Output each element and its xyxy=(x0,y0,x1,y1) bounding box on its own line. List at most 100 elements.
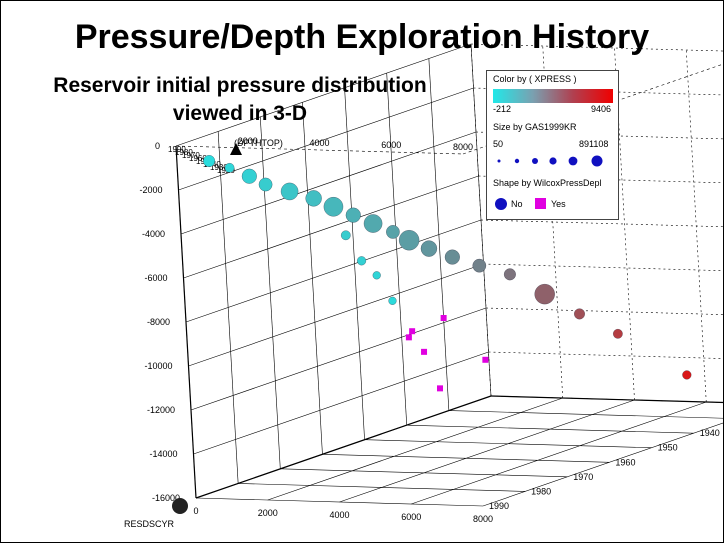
right-wall-grid-line xyxy=(483,263,724,272)
floor-grid-line xyxy=(339,399,635,503)
legend-shape-yes: Yes xyxy=(551,199,566,209)
z-axis-line xyxy=(490,395,724,404)
legend: Color by ( XPRESS ) -212 9406 Size by GA… xyxy=(486,70,619,220)
right-wall-grid-line xyxy=(542,45,564,399)
legend-shape-no: No xyxy=(511,199,523,209)
size-dot-1 xyxy=(497,159,501,163)
data-point xyxy=(241,168,257,184)
left-wall-grid-line xyxy=(344,87,365,440)
data-point xyxy=(345,207,361,223)
y-tick-label: -2000 xyxy=(139,185,162,195)
x-tick-label-left: 1990 xyxy=(168,145,186,154)
y-tick-label: -6000 xyxy=(144,273,167,283)
right-wall-grid-line xyxy=(470,43,492,397)
data-point xyxy=(534,283,555,305)
legend-shape-title: Shape by WilcoxPressDepl xyxy=(493,178,602,188)
z-tick-label-bottom: 0 xyxy=(193,506,198,516)
y-axis-arrow xyxy=(230,143,242,155)
floor-grid-line xyxy=(322,453,610,463)
data-point xyxy=(357,256,367,266)
right-wall-grid-line xyxy=(480,219,724,228)
data-point-yes xyxy=(482,356,489,363)
page-title: Pressure/Depth Exploration History xyxy=(74,18,650,56)
legend-size-dots xyxy=(497,155,603,167)
shape-no-icon xyxy=(495,198,507,210)
floor-grid-line xyxy=(238,483,526,492)
x-tick-label-left: 1930 xyxy=(210,163,228,172)
color-scale-bar xyxy=(493,89,613,103)
left-wall-grid-line xyxy=(217,131,239,484)
left-wall-grid-line xyxy=(428,58,450,411)
data-point-yes xyxy=(421,348,428,355)
data-point xyxy=(420,240,438,257)
floor-grid-line xyxy=(482,422,724,507)
y-axis-title: (DPTHTOP) xyxy=(234,138,283,148)
floor-grid-line xyxy=(448,410,724,419)
x-tick-label-left: 1970 xyxy=(182,151,200,160)
data-point xyxy=(258,177,273,192)
data-point-yes xyxy=(405,334,412,341)
axis-labels: (DPTHTOP)RESDSCYRXPRESS ) xyxy=(124,138,283,529)
right-wall-grid-line xyxy=(685,49,707,403)
y-tick-label: -10000 xyxy=(144,361,172,371)
size-dot-5 xyxy=(568,156,578,166)
x-tick-label: 1970 xyxy=(573,472,593,482)
left-wall-grid-line xyxy=(302,102,323,455)
right-wall-grid-line xyxy=(614,47,635,401)
size-dot-6 xyxy=(591,155,603,167)
subtitle-line-1: Reservoir initial pressure distribution xyxy=(53,74,427,97)
legend-shape-icons xyxy=(495,198,546,210)
floor-grid-line xyxy=(406,424,694,434)
size-dot-4 xyxy=(549,157,557,165)
left-wall-grid-line xyxy=(386,73,408,426)
x-tick-label: 1950 xyxy=(658,443,678,453)
x-tick-label-left: 1960 xyxy=(189,154,207,163)
data-point xyxy=(472,258,487,273)
data-point xyxy=(682,370,692,380)
floor-grid-line xyxy=(195,497,484,507)
y-tick-label: -14000 xyxy=(149,449,177,459)
z-tick-label-bottom: 8000 xyxy=(473,514,493,524)
left-wall-grid-line xyxy=(180,131,477,235)
left-wall-grid-line xyxy=(188,263,484,367)
data-point xyxy=(305,190,322,207)
data-point xyxy=(388,296,397,305)
y-tick-label: 0 xyxy=(155,141,160,151)
x-tick-label-left: 1980 xyxy=(175,148,193,157)
data-point xyxy=(503,268,516,281)
data-point xyxy=(363,214,383,233)
x-tick-label: 1960 xyxy=(615,457,635,467)
z-tick-label-top: 4000 xyxy=(309,138,329,148)
y-tick-label: -12000 xyxy=(147,405,175,415)
data-point-yes xyxy=(409,328,416,335)
legend-size-min: 50 xyxy=(493,139,504,149)
z-tick-label-top: 8000 xyxy=(453,142,473,152)
legend-size-max: 891108 xyxy=(579,139,609,149)
z-tick-label-bottom: 2000 xyxy=(258,508,278,518)
legend-color-min: -212 xyxy=(493,104,512,114)
left-wall-grid-line xyxy=(259,116,281,469)
z-tick-label-top: 2000 xyxy=(238,136,258,146)
legend-color-max: 9406 xyxy=(591,104,612,114)
right-wall-grid-line xyxy=(488,351,724,359)
floor-grid-line xyxy=(411,401,707,505)
floor-grid-line xyxy=(280,468,568,478)
data-point-yes xyxy=(440,315,447,321)
left-wall-grid-line xyxy=(193,351,489,455)
floor-grid-line xyxy=(364,439,652,449)
left-wall-grid-line xyxy=(178,87,474,191)
data-point xyxy=(386,225,400,239)
left-wall-grid-line xyxy=(190,307,487,411)
axis-ticks: 0 -2000 -4000 -6000 -8000 -10000 -12000 -14000 -… xyxy=(139,136,719,524)
left-wall-grid-line xyxy=(175,43,472,147)
y-tick-label: -8000 xyxy=(147,317,170,327)
x-tick-label: 1980 xyxy=(531,486,551,496)
data-point xyxy=(280,182,299,201)
plot-grid xyxy=(175,43,724,507)
left-wall-grid-line xyxy=(183,175,479,279)
left-wall-grid-line xyxy=(185,219,482,323)
x-tick-label: 1990 xyxy=(489,501,509,511)
z-tick-label-bottom: 6000 xyxy=(401,512,421,522)
data-points xyxy=(203,155,692,392)
